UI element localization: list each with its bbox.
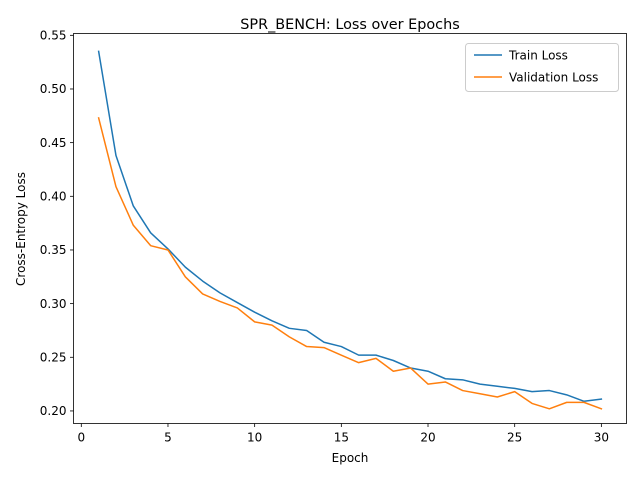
x-tick-label: 10 [247,431,262,445]
x-tick-label: 20 [420,431,435,445]
x-tick-label: 15 [334,431,349,445]
x-axis-label: Epoch [332,451,369,465]
y-tick-label: 0.45 [40,136,67,150]
y-tick-label: 0.20 [40,404,67,418]
chart-title: SPR_BENCH: Loss over Epochs [240,17,459,33]
x-tick-label: 0 [77,431,85,445]
y-tick-label: 0.25 [40,350,67,364]
legend-label-validation-loss: Validation Loss [509,71,598,85]
x-tick-label: 30 [594,431,609,445]
y-tick-label: 0.35 [40,243,67,257]
y-tick-label: 0.40 [40,190,67,204]
x-tick-label: 25 [507,431,522,445]
y-axis-label: Cross-Entropy Loss [14,172,28,286]
y-tick-label: 0.55 [40,29,67,43]
y-tick-label: 0.30 [40,297,67,311]
legend: Train Loss Validation Loss [466,44,619,92]
y-tick-label: 0.50 [40,82,67,96]
x-tick-label: 5 [164,431,172,445]
legend-label-train-loss: Train Loss [508,49,568,63]
